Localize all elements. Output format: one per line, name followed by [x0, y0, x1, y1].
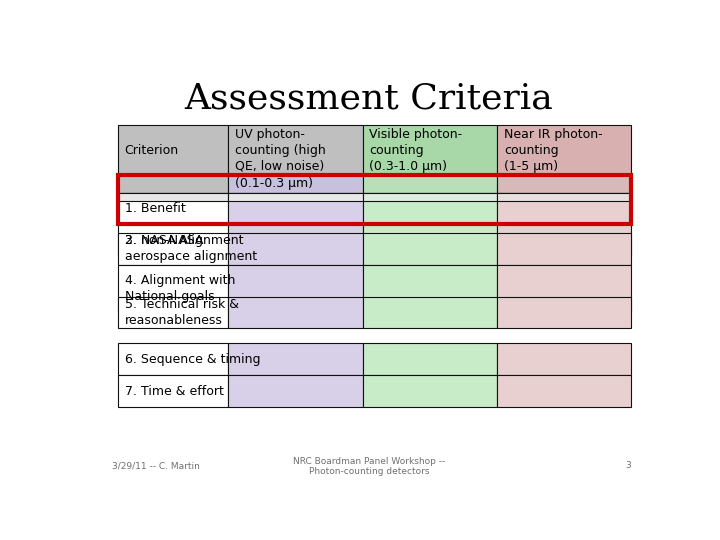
Bar — [498, 176, 631, 193]
Text: Visible photon-
counting
(0.3-1.0 μm): Visible photon- counting (0.3-1.0 μm) — [369, 127, 462, 173]
Bar — [363, 225, 498, 256]
Text: Criterion: Criterion — [125, 144, 179, 157]
Text: 4. Alignment with
National goals: 4. Alignment with National goals — [125, 274, 235, 302]
Text: 3: 3 — [626, 461, 631, 470]
Bar — [498, 265, 631, 312]
Bar — [118, 193, 228, 201]
Bar — [363, 125, 498, 176]
Bar — [118, 375, 228, 407]
Bar — [498, 225, 631, 256]
Text: Near IR photon-
counting
(1-5 μm): Near IR photon- counting (1-5 μm) — [504, 127, 603, 173]
Text: 3. non-NASA
aerospace alignment: 3. non-NASA aerospace alignment — [125, 234, 257, 263]
Text: 3/29/11 -- C. Martin: 3/29/11 -- C. Martin — [112, 461, 200, 470]
Bar — [363, 343, 498, 375]
Bar — [228, 375, 363, 407]
Bar — [228, 125, 363, 176]
Bar — [118, 343, 228, 375]
Text: (0.1-0.3 μm): (0.1-0.3 μm) — [235, 178, 313, 191]
Bar — [498, 233, 631, 265]
Bar — [228, 193, 363, 201]
Bar — [228, 225, 363, 256]
Text: 1. Benefit: 1. Benefit — [125, 202, 185, 215]
Bar — [228, 233, 363, 265]
Bar — [228, 176, 363, 193]
Bar — [363, 296, 498, 328]
Bar — [363, 265, 498, 312]
Bar — [118, 176, 631, 225]
Bar — [118, 176, 228, 193]
Text: 7. Time & effort: 7. Time & effort — [125, 384, 223, 398]
Bar — [118, 225, 228, 256]
Text: Assessment Criteria: Assessment Criteria — [184, 82, 554, 116]
Text: 6. Sequence & timing: 6. Sequence & timing — [125, 353, 260, 366]
Bar — [498, 375, 631, 407]
Bar — [118, 125, 228, 176]
Text: 2. NASA Alignment: 2. NASA Alignment — [125, 234, 243, 247]
Bar — [363, 193, 498, 201]
Bar — [363, 233, 498, 265]
Bar — [363, 375, 498, 407]
Bar — [118, 233, 228, 265]
Bar — [363, 176, 498, 193]
Bar — [498, 343, 631, 375]
Bar — [228, 193, 363, 225]
Bar — [228, 265, 363, 312]
Text: NRC Boardman Panel Workshop --
Photon-counting detectors: NRC Boardman Panel Workshop -- Photon-co… — [293, 457, 445, 476]
Text: 5. Technical risk &
reasonableness: 5. Technical risk & reasonableness — [125, 298, 238, 327]
Text: UV photon-
counting (high
QE, low noise): UV photon- counting (high QE, low noise) — [235, 127, 325, 173]
Bar — [498, 296, 631, 328]
Bar — [498, 125, 631, 176]
Bar — [498, 193, 631, 201]
Bar — [228, 296, 363, 328]
Bar — [498, 193, 631, 225]
Bar — [363, 193, 498, 225]
Bar — [118, 265, 228, 312]
Bar — [118, 296, 228, 328]
Bar — [228, 343, 363, 375]
Bar — [118, 193, 228, 225]
